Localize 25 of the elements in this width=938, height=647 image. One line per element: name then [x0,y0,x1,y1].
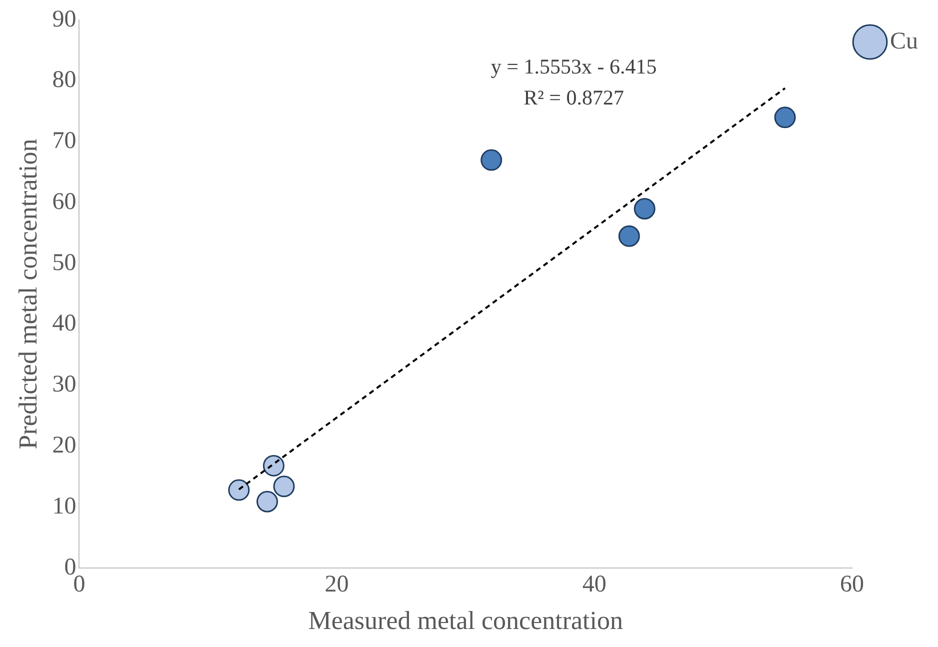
y-tick-label: 60 [52,188,76,215]
annotation: y = 1.5553x - 6.415 [490,54,657,79]
y-tick-label: 20 [52,432,76,459]
y-tick-label: 10 [52,493,76,520]
point [228,479,250,501]
point [774,106,796,128]
annotation: R² = 0.8727 [524,86,624,110]
legend-label: Cu [890,28,918,54]
x-tick-label: 20 [324,572,349,598]
point [262,454,284,476]
point [256,490,278,512]
point [273,476,295,498]
x-axis-title: Measured metal concentration [308,606,623,636]
y-tick-label: 50 [52,250,76,276]
y-tick-label: 30 [52,372,76,398]
y-tick-label: 90 [52,6,76,32]
y-tick-label: 40 [52,310,76,337]
point [618,225,640,247]
y-axis-title: Predicted metal concentration [13,138,42,450]
x-tick-label: 60 [840,572,864,598]
y-tick-label: 70 [52,128,76,154]
point [634,198,656,220]
x-tick-label: 40 [582,572,606,598]
point [480,149,502,171]
y-tick-label: 80 [52,67,76,94]
